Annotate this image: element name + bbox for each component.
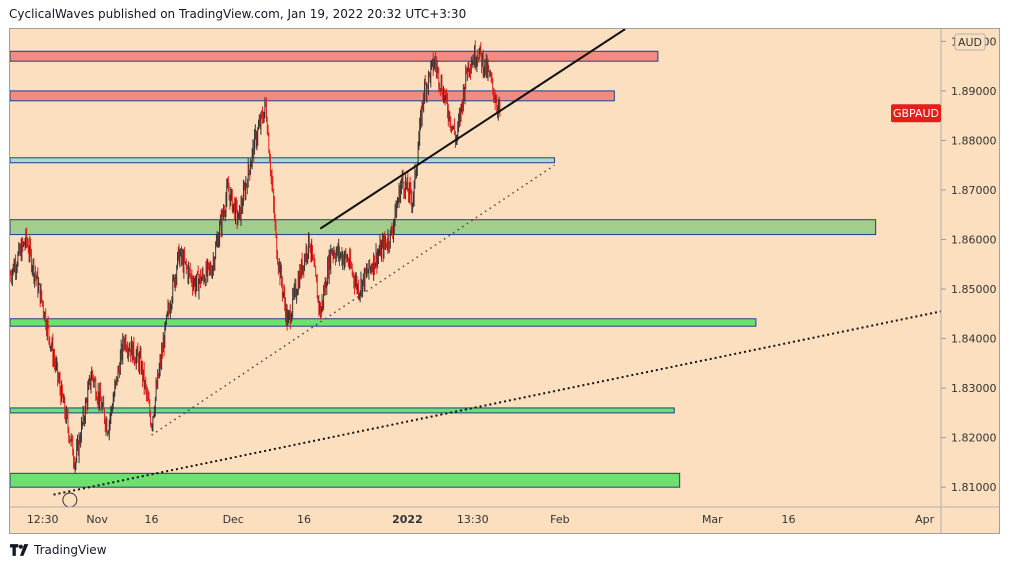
currency-badge xyxy=(954,33,986,51)
y-tick-label: 1.81000 xyxy=(951,481,997,494)
x-tick-label: Apr xyxy=(915,513,935,526)
x-tick-label: 2022 xyxy=(392,513,423,526)
currency-label: AUD xyxy=(958,36,982,49)
plot-background xyxy=(10,29,941,507)
symbol-badge xyxy=(891,104,941,123)
x-tick-label: Nov xyxy=(86,513,108,526)
x-tick-label: Mar xyxy=(702,513,723,526)
publisher-caption: CyclicalWaves published on TradingView.c… xyxy=(9,7,467,21)
x-tick-label: 16 xyxy=(145,513,159,526)
y-tick-label: 1.86000 xyxy=(951,234,997,247)
zone-support-4 xyxy=(9,472,681,488)
x-tick-label: Feb xyxy=(550,513,569,526)
chart-frame[interactable]: 1.81000 1.82000 1.83000 1.84000 1.85000 1.860… xyxy=(9,28,1000,534)
y-tick-label: 1.89000 xyxy=(951,85,997,98)
x-tick-label: Dec xyxy=(223,513,244,526)
y-tick-label: 1.82000 xyxy=(951,432,997,445)
y-tick-label: 1.88000 xyxy=(951,134,997,147)
zone-support-1 xyxy=(9,219,877,236)
zone-cyan-zone xyxy=(9,157,555,164)
price-chart[interactable]: 1.81000 1.82000 1.83000 1.84000 1.85000 1.860… xyxy=(9,28,999,533)
y-tick-label: 1.83000 xyxy=(951,382,997,395)
zone-support-2 xyxy=(9,318,757,327)
solid-trendline xyxy=(319,28,626,230)
zone-support-3 xyxy=(9,407,675,414)
tradingview-logo-icon xyxy=(10,544,29,556)
dotted-trendline-long xyxy=(53,310,942,496)
x-tick-label: 16 xyxy=(297,513,311,526)
y-tick-label: 1.85000 xyxy=(951,283,997,296)
y-tick-label: 1.84000 xyxy=(951,333,997,346)
symbol-label: GBPAUD xyxy=(893,107,939,120)
y-tick-label: 1.87000 xyxy=(951,184,997,197)
x-tick-label: 16 xyxy=(782,513,796,526)
footer-brand[interactable]: TradingView xyxy=(10,543,107,557)
zone-resistance-1 xyxy=(9,50,659,62)
zone-resistance-2 xyxy=(9,90,615,102)
x-tick-label: 13:30 xyxy=(457,513,489,526)
dotted-trendline-steep xyxy=(151,164,555,436)
x-tick-label: 12:30 xyxy=(27,513,59,526)
brand-label: TradingView xyxy=(34,543,107,557)
